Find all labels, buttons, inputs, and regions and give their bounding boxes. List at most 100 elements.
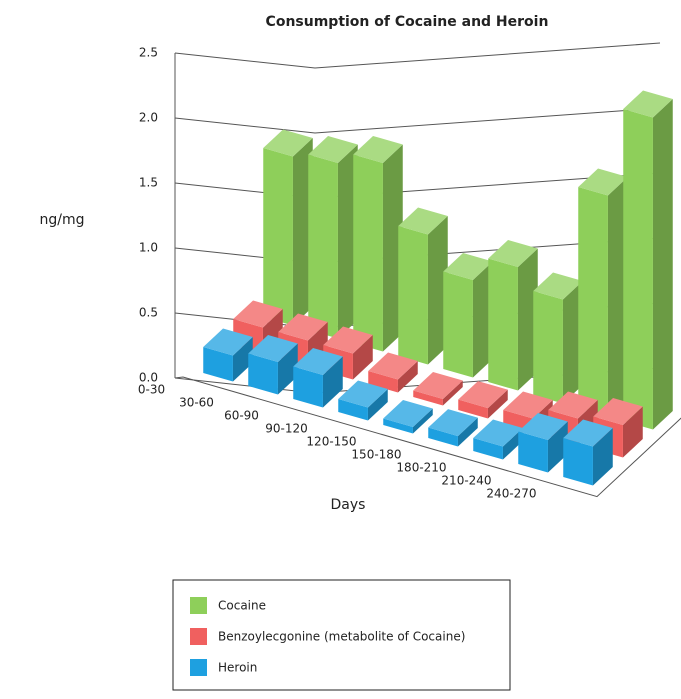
bar-side (652, 99, 673, 430)
bar-side (382, 144, 403, 352)
legend-swatch (190, 628, 207, 645)
bar-top (263, 129, 313, 157)
bar-top (368, 352, 418, 380)
bar-side (277, 343, 298, 395)
x-axis-label: Days (331, 497, 366, 513)
chart-title: Consumption of Cocaine and Heroin (266, 14, 549, 30)
bar (458, 381, 508, 419)
bar-top (323, 326, 373, 354)
bar-front (263, 147, 293, 326)
y-axis-label: ng/mg (39, 212, 84, 228)
grid-line (174, 107, 661, 134)
bar-side (367, 389, 388, 421)
bar-front (203, 346, 233, 382)
bar-top (593, 397, 643, 426)
legend-box (172, 579, 511, 691)
bar-side (517, 248, 538, 391)
floor-edge (174, 376, 681, 498)
bar-side (562, 281, 583, 404)
bar-top (458, 381, 508, 409)
bar-front (353, 154, 383, 352)
bar-side (547, 421, 568, 473)
bar-side (592, 428, 613, 486)
bar-front (533, 290, 563, 404)
bar (203, 328, 253, 382)
bar-side (472, 261, 493, 378)
bar (623, 90, 673, 430)
bar-front (488, 258, 518, 391)
x-tick-label: 90-120 (265, 421, 308, 435)
bar (563, 419, 613, 486)
bar (428, 409, 478, 447)
legend-label: Cocaine (218, 599, 266, 613)
bar-side (607, 177, 628, 417)
bar-side (622, 406, 643, 458)
bar-top (518, 412, 568, 441)
legend-swatch (190, 597, 207, 614)
bar-front (518, 431, 548, 473)
bar-top (338, 380, 388, 408)
bar-top (413, 371, 463, 400)
y-tick-label: 1.0 (139, 241, 158, 255)
bar-top (578, 168, 628, 196)
x-tick-label: 210-240 (441, 473, 491, 487)
bar-top (293, 347, 343, 376)
bar (473, 419, 523, 460)
x-tick-label: 30-60 (179, 395, 214, 409)
bar (383, 399, 433, 434)
bar-side (322, 356, 343, 408)
bar (293, 347, 343, 408)
bar-side (442, 380, 463, 406)
bar (443, 252, 493, 378)
x-tick-label: 240-270 (486, 486, 536, 500)
bar (368, 352, 418, 393)
bar (488, 239, 538, 391)
bar-top (503, 391, 553, 419)
x-tick-label: 180-210 (396, 460, 446, 474)
legend-label: Benzoylecgonine (metabolite of Cocaine) (218, 630, 465, 644)
bar-side (457, 417, 478, 447)
bar-top (428, 409, 478, 437)
bar-top (383, 399, 433, 428)
bar-side (292, 138, 313, 326)
bar-front (578, 186, 608, 417)
bar-side (502, 428, 523, 460)
bar-top (398, 207, 448, 235)
y-tick-label: 2.5 (139, 46, 158, 60)
bar-top (623, 90, 673, 118)
bar-front (338, 398, 368, 421)
x-tick-label: 0-30 (138, 382, 165, 396)
bar-top (563, 419, 613, 447)
bar-top (308, 135, 358, 164)
x-tick-label: 60-90 (224, 408, 259, 422)
bar-front (623, 108, 653, 430)
bar-front (293, 366, 323, 408)
bar-top (443, 252, 493, 281)
bar-front (428, 427, 458, 447)
x-tick-label: 120-150 (306, 434, 356, 448)
y-tick-label: 1.5 (139, 176, 158, 190)
bar-side (487, 389, 508, 419)
bar (398, 207, 448, 365)
bar (353, 135, 403, 352)
legend-label: Heroin (218, 661, 257, 675)
bar (578, 168, 628, 417)
bar-front (563, 437, 593, 486)
bar-side (232, 337, 253, 382)
bar-front (443, 271, 473, 378)
y-tick-label: 2.0 (139, 111, 158, 125)
legend-swatch (190, 659, 207, 676)
bar-top (473, 419, 523, 447)
bar-top (233, 300, 283, 328)
grid-line (174, 42, 661, 69)
bar-side (397, 361, 418, 393)
y-tick-label: 0.5 (139, 306, 158, 320)
x-tick-label: 150-180 (351, 447, 401, 461)
bar-front (413, 390, 443, 406)
bar (413, 371, 463, 406)
bar (533, 272, 583, 404)
bar-top (248, 334, 298, 363)
bar (263, 129, 313, 326)
bar-front (458, 399, 488, 419)
